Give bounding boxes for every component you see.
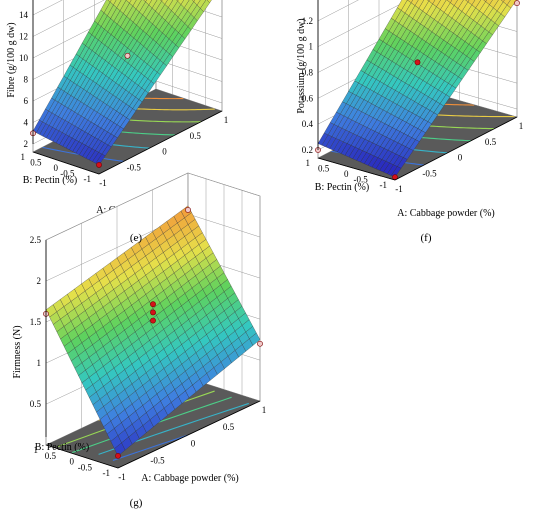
y-tick-label: 0 bbox=[54, 163, 59, 173]
x-tick-label: -1 bbox=[395, 184, 403, 194]
design-points bbox=[315, 0, 520, 181]
x-tick-label: 0 bbox=[458, 153, 463, 163]
design-point bbox=[96, 162, 102, 168]
response-surface bbox=[45, 205, 261, 457]
x-tick-label: 0.5 bbox=[485, 137, 497, 147]
z-tick-label: 2.5 bbox=[30, 235, 42, 245]
y-axis-line bbox=[45, 444, 119, 469]
y-axis-line bbox=[32, 151, 100, 175]
x-axis-line bbox=[98, 110, 223, 175]
firmness-surface-plot: -1-0.500.51-1-0.500.510.511.522.5A: Cabb… bbox=[12, 172, 267, 484]
surface-cell bbox=[191, 0, 195, 2]
y-tick-label: 0.5 bbox=[30, 158, 42, 168]
surface-cell bbox=[317, 132, 329, 146]
x-tick-label: 0 bbox=[162, 147, 167, 157]
design-point bbox=[414, 59, 421, 66]
x-tick-label: 0.5 bbox=[190, 131, 202, 141]
y-axis-title: B: Pectin (%) bbox=[35, 442, 89, 453]
design-point bbox=[257, 340, 263, 347]
z-tick-label: 6 bbox=[24, 96, 29, 106]
x-tick-label: -0.5 bbox=[422, 168, 437, 178]
y-tick-label: -0.5 bbox=[60, 169, 75, 179]
z-tick-label: 1 bbox=[309, 42, 314, 52]
x-tick-label: 1 bbox=[262, 405, 267, 415]
z-tick-label: 0.2 bbox=[302, 145, 313, 155]
y-tick-label: 0.5 bbox=[45, 451, 57, 461]
x-tick-label: -0.5 bbox=[150, 455, 165, 465]
design-point bbox=[514, 0, 520, 6]
surface-cell bbox=[143, 0, 147, 3]
potassium-surface-plot: -1-0.500.51-1-0.500.510.20.40.60.811.21.… bbox=[296, 0, 523, 219]
surface-cell bbox=[483, 0, 487, 2]
z-tick-label: 8 bbox=[24, 75, 29, 85]
y-axis-title: B: Pectin (%) bbox=[315, 182, 369, 193]
response-surface bbox=[32, 0, 212, 166]
z-axis-title: Fibre (g/100 g dw) bbox=[6, 22, 17, 97]
z-tick-label: 12 bbox=[19, 32, 28, 42]
y-tick-label: -1 bbox=[380, 180, 388, 190]
z-axis-title: Potassium (g/100 g dw) bbox=[296, 18, 307, 113]
contour-line bbox=[112, 434, 188, 461]
design-point bbox=[150, 309, 156, 316]
design-point bbox=[150, 317, 156, 324]
y-tick-label: 0.5 bbox=[318, 164, 330, 174]
wall-gridline bbox=[45, 172, 261, 241]
x-tick-label: 1 bbox=[519, 121, 524, 131]
y-tick-label: 1 bbox=[21, 152, 26, 162]
y-tick-label: -1 bbox=[103, 468, 111, 478]
design-point bbox=[115, 452, 121, 459]
z-tick-label: 2 bbox=[37, 276, 42, 286]
caption-f: (f) bbox=[421, 232, 432, 244]
z-tick-label: 0.6 bbox=[302, 93, 314, 103]
z-tick-label: 2 bbox=[24, 139, 29, 149]
x-tick-label: -0.5 bbox=[127, 162, 142, 172]
contour-line bbox=[138, 97, 184, 100]
x-tick-label: -1 bbox=[118, 472, 126, 482]
x-axis-title: A: Cabbage powder (%) bbox=[141, 473, 238, 484]
x-axis-line bbox=[117, 400, 261, 469]
y-tick-label: -1 bbox=[84, 174, 92, 184]
y-tick-label: -0.5 bbox=[78, 462, 93, 472]
axes: -1-0.500.51-1-0.500.510.20.40.60.811.21.… bbox=[302, 0, 524, 194]
z-tick-label: 1.5 bbox=[30, 317, 42, 327]
design-points bbox=[43, 207, 263, 459]
caption-e: (e) bbox=[130, 232, 143, 244]
y-tick-label: 1 bbox=[306, 158, 311, 168]
fibre-surface-plot: -1-0.500.51-1-0.500.5124681012141618A: C… bbox=[6, 0, 228, 216]
z-tick-label: 4 bbox=[24, 118, 29, 128]
design-point bbox=[124, 52, 131, 59]
y-tick-label: -0.5 bbox=[354, 175, 369, 185]
design-point bbox=[150, 301, 156, 308]
caption-g: (g) bbox=[130, 497, 143, 509]
surface-cell bbox=[465, 0, 470, 3]
x-axis-line bbox=[394, 116, 518, 181]
x-tick-label: -1 bbox=[99, 178, 107, 188]
z-tick-label: 0.4 bbox=[302, 119, 314, 129]
x-tick-label: 1 bbox=[224, 115, 229, 125]
y-axis-line bbox=[317, 157, 396, 181]
z-tick-label: 10 bbox=[19, 53, 29, 63]
wall-gridline bbox=[32, 0, 105, 37]
y-tick-label: 1 bbox=[34, 445, 39, 455]
z-tick-label: 1.2 bbox=[302, 16, 313, 26]
wall-gridline bbox=[317, 0, 518, 47]
y-axis-title: B: Pectin (%) bbox=[23, 175, 77, 186]
x-tick-label: 0.5 bbox=[223, 422, 235, 432]
response-surface bbox=[317, 0, 517, 178]
z-tick-label: 0.5 bbox=[30, 399, 42, 409]
z-axis-title: Firmness (N) bbox=[12, 325, 23, 378]
z-tick-label: 0.8 bbox=[302, 68, 314, 78]
axes: -1-0.500.51-1-0.500.510.511.522.5 bbox=[30, 235, 267, 482]
z-tick-label: 1 bbox=[37, 358, 42, 368]
design-points bbox=[30, 52, 131, 168]
design-point bbox=[185, 207, 191, 213]
surface-cell bbox=[500, 0, 505, 3]
y-tick-label: 0 bbox=[344, 169, 349, 179]
z-tick-label: 14 bbox=[19, 10, 29, 20]
x-axis-title: A: Cabbage powder (%) bbox=[397, 208, 494, 219]
axes: -1-0.500.51-1-0.500.5124681012141618 bbox=[19, 0, 228, 188]
x-tick-label: 0 bbox=[191, 439, 196, 449]
y-tick-label: 0 bbox=[70, 457, 75, 467]
